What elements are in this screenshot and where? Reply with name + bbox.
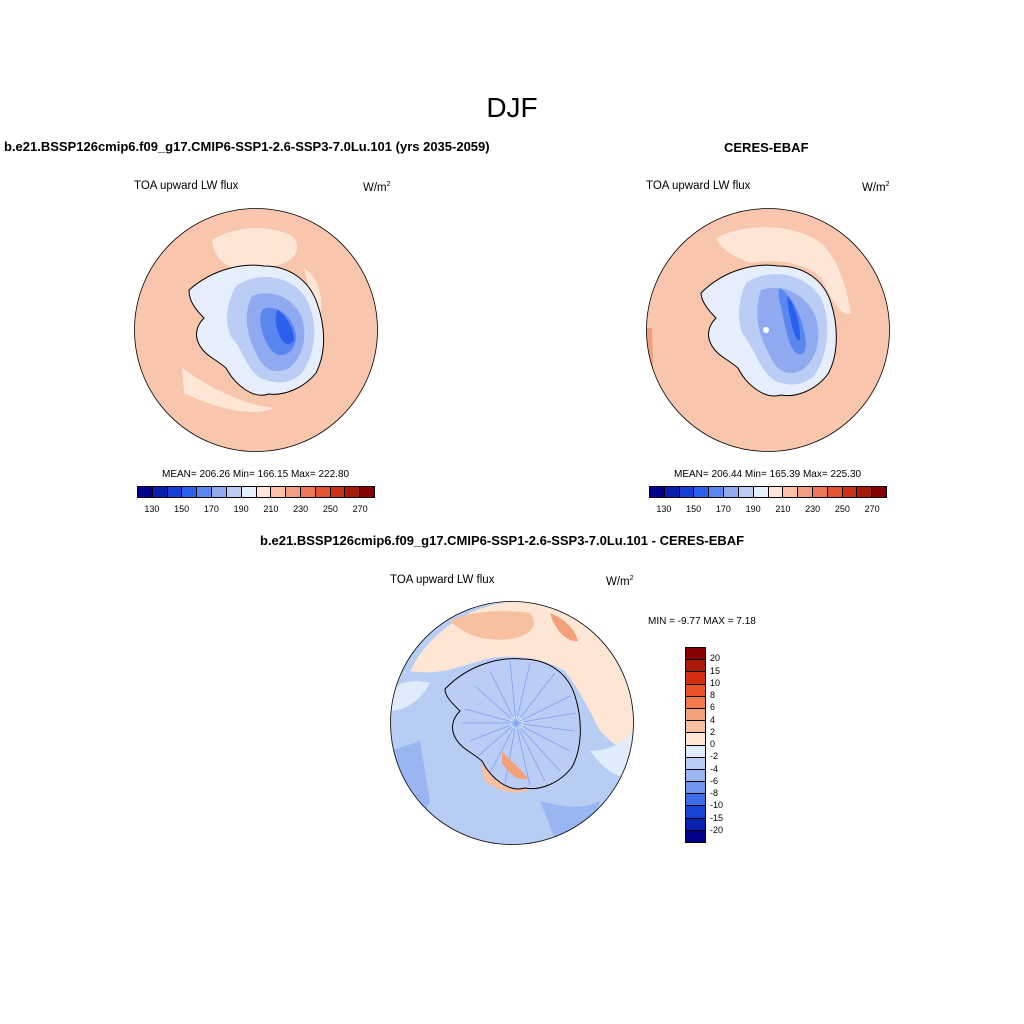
model-colorbar-tick-label: 170: [203, 504, 219, 514]
obs-colorbar-swatch: [694, 487, 710, 497]
diff-colorbar-swatch: [686, 696, 705, 709]
model-colorbar-tick-label: 190: [233, 504, 249, 514]
diff-colorbar-swatch: [686, 806, 705, 819]
model-colorbar-swatch: [286, 487, 301, 497]
diff-colorbar-tick-label: -10: [710, 800, 724, 811]
diff-colorbar-swatch: [686, 708, 705, 722]
model-colorbar: [137, 486, 375, 498]
obs-variable-label: TOA upward LW flux: [646, 180, 751, 192]
diff-colorbar-tick-label: 4: [710, 714, 716, 725]
model-colorbar-swatch: [315, 487, 331, 497]
model-colorbar-tick-label: 250: [322, 504, 338, 514]
model-colorbar-swatch: [360, 487, 374, 497]
diff-colorbar-swatch: [686, 769, 705, 783]
diff-colorbar-tick-label: -6: [710, 775, 719, 786]
diff-colorbar-tick-label: 6: [710, 702, 716, 713]
diff-colorbar-tick-label: -8: [710, 788, 719, 798]
diff-colorbar-swatch: [686, 721, 705, 734]
diff-colorbar-swatch: [686, 733, 705, 746]
model-variable-label: TOA upward LW flux: [134, 180, 239, 192]
diff-colorbar-swatch: [686, 648, 705, 661]
obs-colorbar: [649, 486, 887, 498]
model-colorbar-swatch: [197, 487, 213, 497]
main-title: DJF: [486, 92, 538, 123]
obs-stats-label: MEAN= 206.44 Min= 165.39 Max= 225.30: [674, 469, 862, 480]
obs-colorbar-tick-label: 150: [686, 504, 702, 514]
obs-colorbar-swatch: [798, 487, 813, 497]
model-colorbar-swatch: [330, 487, 346, 497]
diff-colorbar-swatch: [686, 745, 705, 758]
model-colorbar-tick-label: 210: [263, 504, 279, 514]
obs-colorbar-swatch: [679, 487, 695, 497]
diff-radial-streaks: [462, 660, 577, 787]
model-colorbar-tick-label: 230: [293, 504, 309, 514]
model-colorbar-swatch: [300, 487, 316, 497]
obs-colorbar-tick-label: 190: [745, 504, 761, 514]
diff-colorbar-tick-label: 8: [710, 690, 716, 700]
model-colorbar-swatch: [271, 487, 287, 497]
model-panel-title: b.e21.BSSP126cmip6.f09_g17.CMIP6-SSP1-2.…: [4, 139, 490, 154]
diff-colorbar-tick-label: -15: [710, 812, 724, 823]
obs-colorbar-swatch: [857, 487, 873, 497]
model-colorbar-swatch: [256, 487, 272, 497]
model-colorbar-tick-label: 130: [144, 504, 160, 514]
diff-colorbar-swatch: [686, 794, 705, 807]
diff-colorbar-swatch: [686, 818, 705, 831]
model-colorbar-swatch: [241, 487, 257, 497]
diff-colorbar-swatch: [686, 830, 705, 842]
obs-panel-title: CERES-EBAF: [724, 140, 809, 155]
diff-colorbar-swatch: [686, 782, 705, 795]
model-colorbar-swatch: [182, 487, 198, 497]
diff-colorbar-swatch: [686, 672, 705, 685]
model-colorbar-swatch: [167, 487, 183, 497]
model-colorbar-swatch: [345, 487, 361, 497]
diff-colorbar-tick-label: -20: [710, 824, 724, 835]
obs-colorbar-swatch: [812, 487, 828, 497]
diff-colorbar: [685, 647, 706, 843]
obs-colorbar-tick-label: 170: [715, 504, 731, 514]
obs-colorbar-swatch: [738, 487, 754, 497]
diff-colorbar-tick-label: 0: [710, 739, 716, 749]
diff-panel-title: b.e21.BSSP126cmip6.f09_g17.CMIP6-SSP1-2.…: [260, 533, 745, 548]
obs-colorbar-swatch: [709, 487, 725, 497]
diff-colorbar-tick-label: 20: [710, 653, 721, 664]
diff-colorbar-tick-label: 10: [710, 677, 721, 688]
model-colorbar-swatch: [212, 487, 227, 497]
diff-variable-label: TOA upward LW flux: [390, 574, 495, 586]
obs-units-label: W/m2: [862, 181, 890, 194]
diff-colorbar-tick-label: 2: [710, 726, 716, 737]
diff-colorbar-tick-label: -4: [710, 763, 719, 774]
obs-colorbar-swatch: [783, 487, 799, 497]
obs-colorbar-swatch: [753, 487, 769, 497]
obs-colorbar-tick-label: 130: [656, 504, 672, 514]
model-stats-label: MEAN= 206.26 Min= 166.15 Max= 222.80: [162, 469, 350, 480]
obs-colorbar-tick-label: 210: [775, 504, 791, 514]
diff-colorbar-tick-label: -2: [710, 751, 719, 762]
model-units-label: W/m2: [363, 181, 391, 194]
model-colorbar-swatch: [152, 487, 168, 497]
obs-colorbar-tick-label: 270: [864, 504, 880, 514]
obs-colorbar-swatch: [768, 487, 784, 497]
obs-colorbar-tick-label: 250: [834, 504, 850, 514]
model-polar-map: [134, 208, 378, 452]
obs-colorbar-swatch: [650, 487, 665, 497]
diff-colorbar-swatch: [686, 757, 705, 770]
obs-polar-map: [646, 208, 890, 452]
obs-colorbar-swatch: [724, 487, 739, 497]
diff-units-label: W/m2: [606, 575, 634, 588]
diff-colorbar-tick-label: 15: [710, 665, 721, 676]
diff-stats-label: MIN = -9.77 MAX = 7.18: [648, 616, 756, 627]
obs-colorbar-swatch: [664, 487, 680, 497]
obs-colorbar-tick-label: 230: [805, 504, 821, 514]
obs-colorbar-swatch: [842, 487, 858, 497]
diff-polar-map: [390, 601, 634, 845]
model-colorbar-tick-label: 270: [352, 504, 368, 514]
obs-colorbar-swatch: [872, 487, 886, 497]
diff-colorbar-swatch: [686, 684, 705, 697]
model-colorbar-swatch: [226, 487, 242, 497]
model-colorbar-tick-label: 150: [174, 504, 190, 514]
model-colorbar-swatch: [138, 487, 153, 497]
diff-colorbar-swatch: [686, 660, 705, 673]
obs-colorbar-swatch: [827, 487, 843, 497]
